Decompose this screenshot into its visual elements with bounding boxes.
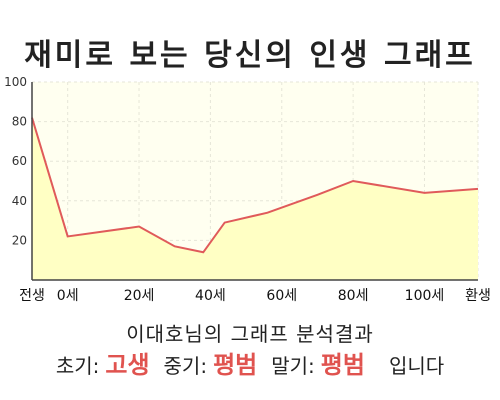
- plot-axes: [31, 82, 478, 281]
- x-axis-ticks: 전생 0세 20세 40세 60세 80세 100세 환생: [19, 288, 491, 304]
- x-tick-label: 40세: [195, 288, 226, 304]
- series-line: [31, 117, 479, 254]
- x-tick-label: 100세: [405, 288, 445, 304]
- x-tick-label: 60세: [266, 288, 297, 304]
- y-tick-label: 40: [12, 194, 27, 208]
- result-subtitle: 이대호님의 그래프 분석결과: [126, 322, 374, 346]
- y-tick-label: 20: [12, 233, 27, 247]
- summary-tail: 입니다: [388, 354, 445, 378]
- y-tick-label: 100: [4, 75, 27, 89]
- result-summary: 초기: 고생 중기: 평범 말기: 평범 입니다: [0, 345, 500, 385]
- chart-title: 재미로 보는 당신의 인생 그래프: [24, 38, 476, 73]
- x-tick-label: 80세: [338, 288, 369, 304]
- x-tick-label: 환생: [465, 288, 491, 304]
- y-tick-label: 80: [12, 115, 27, 129]
- life-graph-chart: 20 40 60 80 100 전생 0세 20세 40세 60세 80세 100세 환생: [4, 75, 491, 304]
- area-fill: [32, 117, 478, 280]
- x-tick-label: 전생: [19, 288, 45, 304]
- mid-value: 평범: [213, 351, 258, 379]
- mid-label: 중기:: [163, 354, 208, 378]
- x-tick-label: 20세: [124, 288, 155, 304]
- early-value: 고생: [105, 351, 150, 379]
- late-label: 말기:: [271, 354, 315, 378]
- y-tick-label: 60: [12, 154, 27, 168]
- x-tick-label: 0세: [57, 288, 79, 304]
- y-axis-ticks: 20 40 60 80 100: [4, 75, 27, 247]
- late-value: 평범: [320, 351, 365, 379]
- early-label: 초기:: [55, 354, 100, 378]
